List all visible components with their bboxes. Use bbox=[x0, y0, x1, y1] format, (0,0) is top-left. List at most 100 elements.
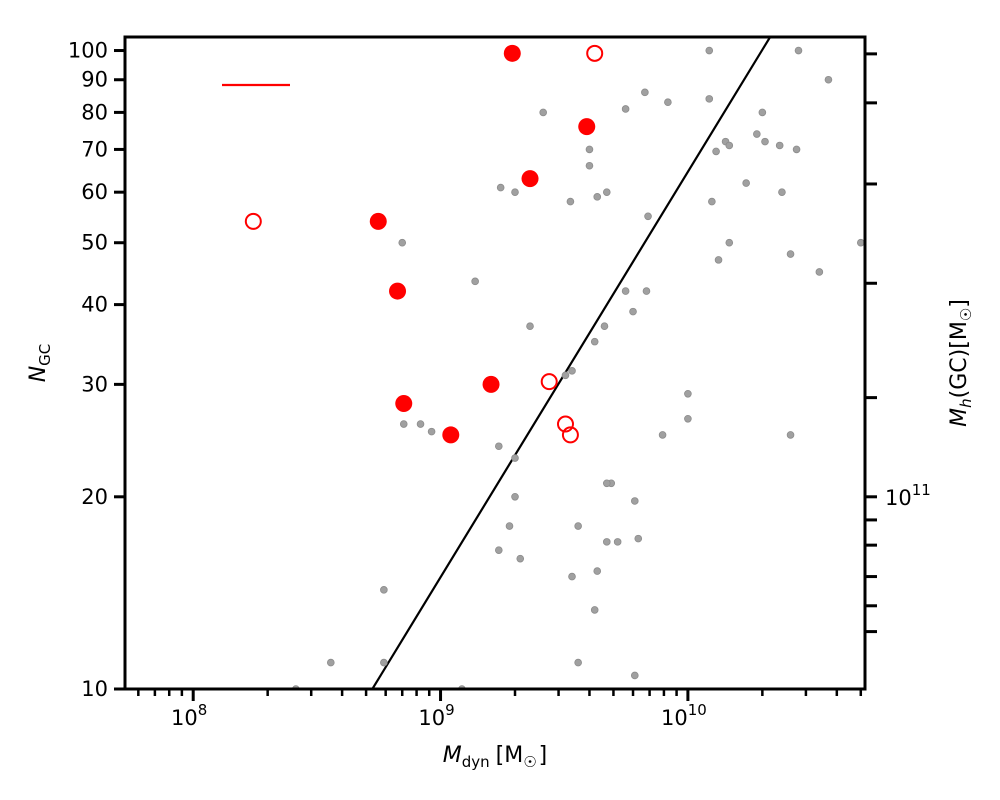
y-tick-label: 60 bbox=[81, 180, 108, 204]
fit-line bbox=[371, 37, 772, 689]
y-tick-label: 30 bbox=[81, 372, 108, 396]
filled-red-point bbox=[369, 212, 387, 230]
background-point bbox=[427, 427, 436, 436]
background-point bbox=[641, 88, 649, 97]
y-tick-label: 90 bbox=[81, 68, 108, 92]
background-point bbox=[566, 197, 575, 206]
open-red-point bbox=[556, 415, 574, 433]
background-point bbox=[629, 307, 637, 316]
background-point bbox=[593, 567, 602, 575]
background-point bbox=[775, 141, 784, 150]
filled-red-point bbox=[395, 395, 413, 413]
background-point bbox=[658, 431, 667, 439]
open-red-point bbox=[540, 373, 558, 391]
background-point bbox=[561, 371, 570, 380]
background-point bbox=[327, 658, 335, 667]
background-point bbox=[399, 420, 408, 428]
background-point bbox=[495, 442, 503, 451]
background-point bbox=[684, 389, 692, 398]
background-point bbox=[568, 367, 576, 375]
background-point bbox=[742, 179, 750, 187]
background-point bbox=[495, 546, 503, 554]
filled-red-point bbox=[578, 118, 596, 136]
background-point bbox=[621, 105, 630, 113]
background-point bbox=[786, 250, 795, 258]
background-point bbox=[644, 212, 652, 221]
background-point bbox=[856, 238, 865, 247]
background-point bbox=[778, 188, 786, 196]
background-point bbox=[602, 538, 611, 546]
background-point bbox=[505, 522, 514, 530]
background-point bbox=[613, 538, 622, 546]
y-tick-label: 40 bbox=[81, 293, 108, 317]
background-point bbox=[585, 145, 594, 154]
background-point bbox=[761, 137, 769, 146]
background-point bbox=[574, 658, 582, 667]
background-point bbox=[714, 256, 723, 264]
background-point bbox=[705, 95, 714, 103]
background-point bbox=[794, 46, 803, 55]
y2-tick-label: 1011 bbox=[885, 481, 931, 510]
background-point bbox=[568, 572, 576, 581]
y-tick-label: 80 bbox=[81, 100, 108, 124]
background-point bbox=[684, 414, 692, 423]
background-point bbox=[815, 268, 824, 276]
background-point bbox=[621, 287, 630, 295]
background-point bbox=[758, 108, 767, 117]
filled-red-point bbox=[442, 426, 460, 444]
x-tick-label: 108 bbox=[171, 701, 207, 730]
background-point bbox=[590, 606, 599, 614]
background-point bbox=[511, 493, 519, 501]
background-point bbox=[708, 197, 716, 206]
background-point bbox=[664, 98, 672, 106]
open-red-point bbox=[586, 44, 604, 62]
background-point bbox=[574, 522, 582, 530]
background-point bbox=[380, 658, 388, 667]
secondary-y-axis-label: Mh(GC)[M☉] bbox=[947, 299, 975, 427]
background-point bbox=[526, 322, 534, 331]
open-red-point bbox=[561, 426, 579, 444]
background-point bbox=[602, 188, 611, 196]
background-point bbox=[634, 534, 643, 543]
x-axis-label: Mdyn [M☉] bbox=[443, 743, 548, 771]
background-point bbox=[496, 183, 505, 192]
background-point bbox=[725, 238, 734, 247]
background-point bbox=[630, 671, 639, 680]
background-point bbox=[792, 145, 801, 154]
y-tick-label: 70 bbox=[81, 137, 108, 161]
background-point bbox=[630, 497, 639, 505]
background-point bbox=[602, 479, 611, 488]
background-point bbox=[753, 130, 761, 138]
background-point bbox=[642, 287, 651, 295]
background-point bbox=[600, 322, 609, 331]
background-point bbox=[516, 554, 525, 563]
background-point bbox=[471, 277, 479, 286]
open-red-point bbox=[244, 212, 262, 230]
background-point bbox=[511, 454, 519, 462]
background-point bbox=[786, 431, 795, 439]
filled-red-point bbox=[503, 44, 521, 62]
background-point bbox=[380, 586, 388, 594]
background-point bbox=[705, 46, 714, 55]
background-point bbox=[398, 238, 407, 247]
filled-red-point bbox=[482, 375, 500, 393]
y-tick-label: 100 bbox=[68, 39, 108, 63]
background-point bbox=[725, 141, 734, 150]
plot-frame bbox=[123, 35, 867, 691]
filled-red-point bbox=[521, 170, 539, 188]
background-point bbox=[590, 337, 599, 346]
background-point bbox=[511, 188, 519, 196]
y-tick-label: 20 bbox=[81, 485, 108, 509]
background-point bbox=[593, 193, 602, 201]
y-axis-label: NGC bbox=[26, 344, 54, 383]
x-tick-label: 109 bbox=[418, 701, 454, 730]
background-point bbox=[416, 420, 425, 428]
background-point bbox=[539, 108, 547, 117]
background-point bbox=[712, 147, 720, 156]
filled-red-point bbox=[389, 282, 407, 300]
background-point bbox=[824, 75, 833, 84]
background-point bbox=[585, 161, 594, 170]
y-tick-label: 10 bbox=[81, 677, 108, 701]
y-tick-label: 50 bbox=[81, 231, 108, 255]
